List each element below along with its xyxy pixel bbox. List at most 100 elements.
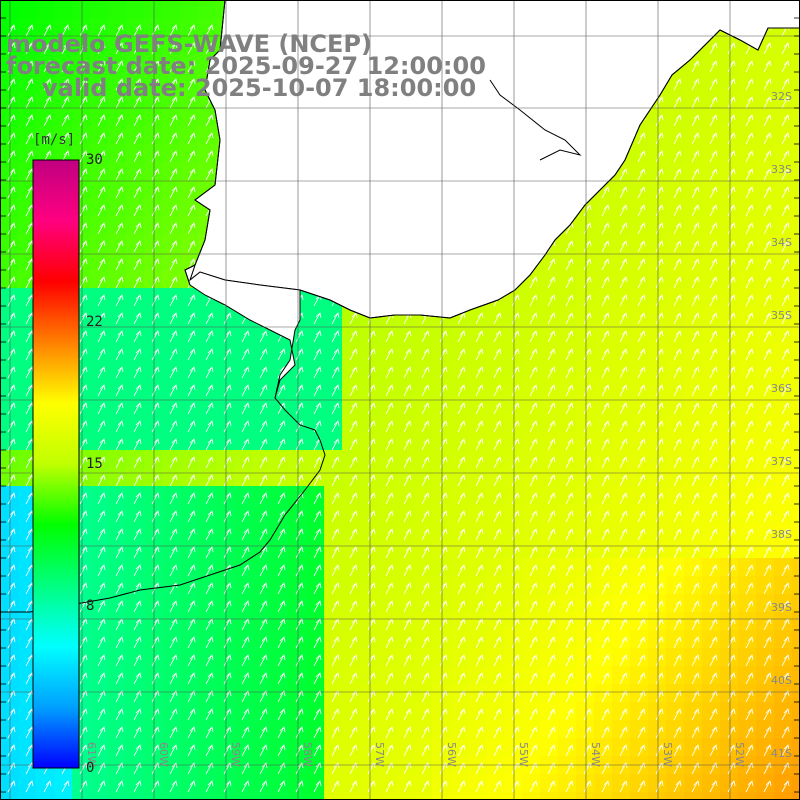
field-cell: [126, 0, 144, 18]
wind-arrow: [457, 600, 466, 613]
field-cell: [702, 288, 720, 306]
wind-arrow: [691, 492, 700, 505]
field-cell: [180, 90, 198, 108]
field-cell: [0, 558, 18, 576]
wind-arrow: [403, 780, 412, 793]
field-cell: [360, 594, 378, 612]
field-cell: [630, 522, 648, 540]
wind-arrow: [115, 258, 124, 271]
field-cell: [198, 18, 216, 36]
field-cell: [252, 666, 270, 684]
wind-arrow: [115, 636, 124, 649]
field-cell: [756, 342, 774, 360]
field-cell: [630, 540, 648, 558]
longitude-label: 59W: [229, 742, 242, 767]
wind-arrow: [709, 204, 718, 217]
wind-arrow: [601, 294, 610, 307]
wind-arrow: [205, 600, 214, 613]
field-cell: [486, 738, 504, 756]
wind-arrow: [79, 258, 88, 271]
wind-arrow: [205, 456, 214, 469]
wind-arrow: [421, 600, 430, 613]
wind-arrow: [259, 456, 268, 469]
wind-arrow: [781, 492, 790, 505]
field-cell: [486, 504, 504, 522]
field-cell: [108, 396, 126, 414]
field-cell: [342, 432, 360, 450]
field-cell: [126, 432, 144, 450]
wind-arrow: [349, 456, 358, 469]
field-cell: [648, 252, 666, 270]
field-cell: [90, 684, 108, 702]
field-cell: [630, 306, 648, 324]
wind-arrow: [313, 384, 322, 397]
wind-arrow: [781, 402, 790, 415]
wind-arrow: [655, 474, 664, 487]
field-cell: [684, 792, 702, 800]
wind-arrow: [223, 438, 232, 451]
field-cell: [324, 612, 342, 630]
field-cell: [36, 18, 54, 36]
field-cell: [738, 594, 756, 612]
field-cell: [162, 774, 180, 792]
valid-date: valid date: 2025-10-07 18:00:00: [42, 74, 477, 102]
field-cell: [18, 504, 36, 522]
field-cell: [288, 414, 306, 432]
wind-arrow: [97, 330, 106, 343]
wind-arrow: [223, 636, 232, 649]
wind-arrow: [277, 492, 286, 505]
field-cell: [468, 468, 486, 486]
wind-arrow: [781, 420, 790, 433]
wind-arrow: [133, 204, 142, 217]
field-cell: [0, 126, 18, 144]
wind-arrow: [97, 780, 106, 793]
field-cell: [378, 594, 396, 612]
field-cell: [342, 324, 360, 342]
field-cell: [558, 486, 576, 504]
field-cell: [432, 486, 450, 504]
field-cell: [720, 432, 738, 450]
wind-arrow: [781, 438, 790, 451]
field-cell: [360, 792, 378, 800]
field-cell: [198, 576, 216, 594]
wind-arrow: [277, 474, 286, 487]
field-cell: [756, 468, 774, 486]
wind-arrow: [529, 366, 538, 379]
wind-arrow: [421, 366, 430, 379]
wind-arrow: [439, 384, 448, 397]
wind-arrow: [673, 384, 682, 397]
field-cell: [54, 144, 72, 162]
field-cell: [432, 360, 450, 378]
field-cell: [270, 684, 288, 702]
field-cell: [522, 342, 540, 360]
field-cell: [342, 738, 360, 756]
wind-arrow: [547, 708, 556, 721]
wind-arrow: [241, 348, 250, 361]
field-cell: [252, 414, 270, 432]
wind-arrow: [313, 312, 322, 325]
wind-arrow: [763, 438, 772, 451]
field-cell: [540, 558, 558, 576]
field-cell: [252, 774, 270, 792]
field-cell: [216, 468, 234, 486]
field-cell: [702, 648, 720, 666]
field-cell: [612, 486, 630, 504]
field-cell: [360, 522, 378, 540]
field-cell: [0, 36, 18, 54]
field-cell: [0, 270, 18, 288]
field-cell: [288, 702, 306, 720]
wind-arrow: [187, 24, 196, 37]
field-cell: [684, 738, 702, 756]
wind-arrow: [259, 546, 268, 559]
field-cell: [576, 576, 594, 594]
wind-arrow: [385, 528, 394, 541]
field-cell: [504, 630, 522, 648]
field-cell: [90, 108, 108, 126]
field-cell: [666, 666, 684, 684]
wind-arrow: [385, 726, 394, 739]
wind-arrow: [691, 510, 700, 523]
field-cell: [702, 594, 720, 612]
field-cell: [630, 576, 648, 594]
wind-arrow: [367, 402, 376, 415]
wind-arrow: [745, 402, 754, 415]
